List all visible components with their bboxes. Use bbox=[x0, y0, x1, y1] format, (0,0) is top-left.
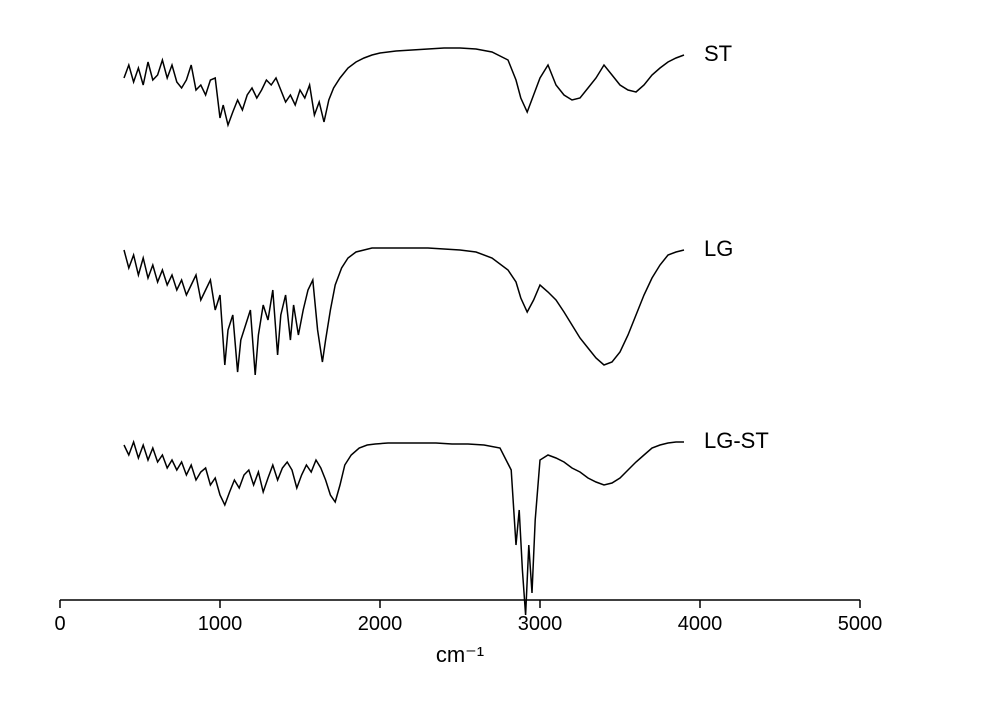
x-tick-label: 3000 bbox=[518, 613, 563, 635]
spectra-group bbox=[124, 48, 684, 615]
ir-spectrum-chart: 0 1000 2000 3000 4000 5000 ST LG LG-ST cm⁻¹ bbox=[0, 0, 1000, 715]
x-tick-label: 4000 bbox=[678, 613, 723, 635]
x-tick-label: 1000 bbox=[198, 613, 243, 635]
x-tick-label: 5000 bbox=[838, 613, 883, 635]
x-axis: 0 1000 2000 3000 4000 5000 bbox=[54, 600, 882, 635]
x-tick-label: 0 bbox=[54, 613, 65, 635]
x-axis-label: cm⁻¹ bbox=[436, 642, 484, 667]
spectrum-LG-ST bbox=[124, 442, 684, 615]
x-tick-label: 2000 bbox=[358, 613, 403, 635]
series-label-LG: LG bbox=[704, 236, 733, 261]
spectrum-LG bbox=[124, 248, 684, 375]
chart-svg: 0 1000 2000 3000 4000 5000 ST LG LG-ST cm⁻¹ bbox=[0, 0, 1000, 715]
series-labels: ST LG LG-ST bbox=[704, 41, 769, 453]
series-label-ST: ST bbox=[704, 41, 732, 66]
series-label-LG-ST: LG-ST bbox=[704, 428, 769, 453]
spectrum-ST bbox=[124, 48, 684, 125]
